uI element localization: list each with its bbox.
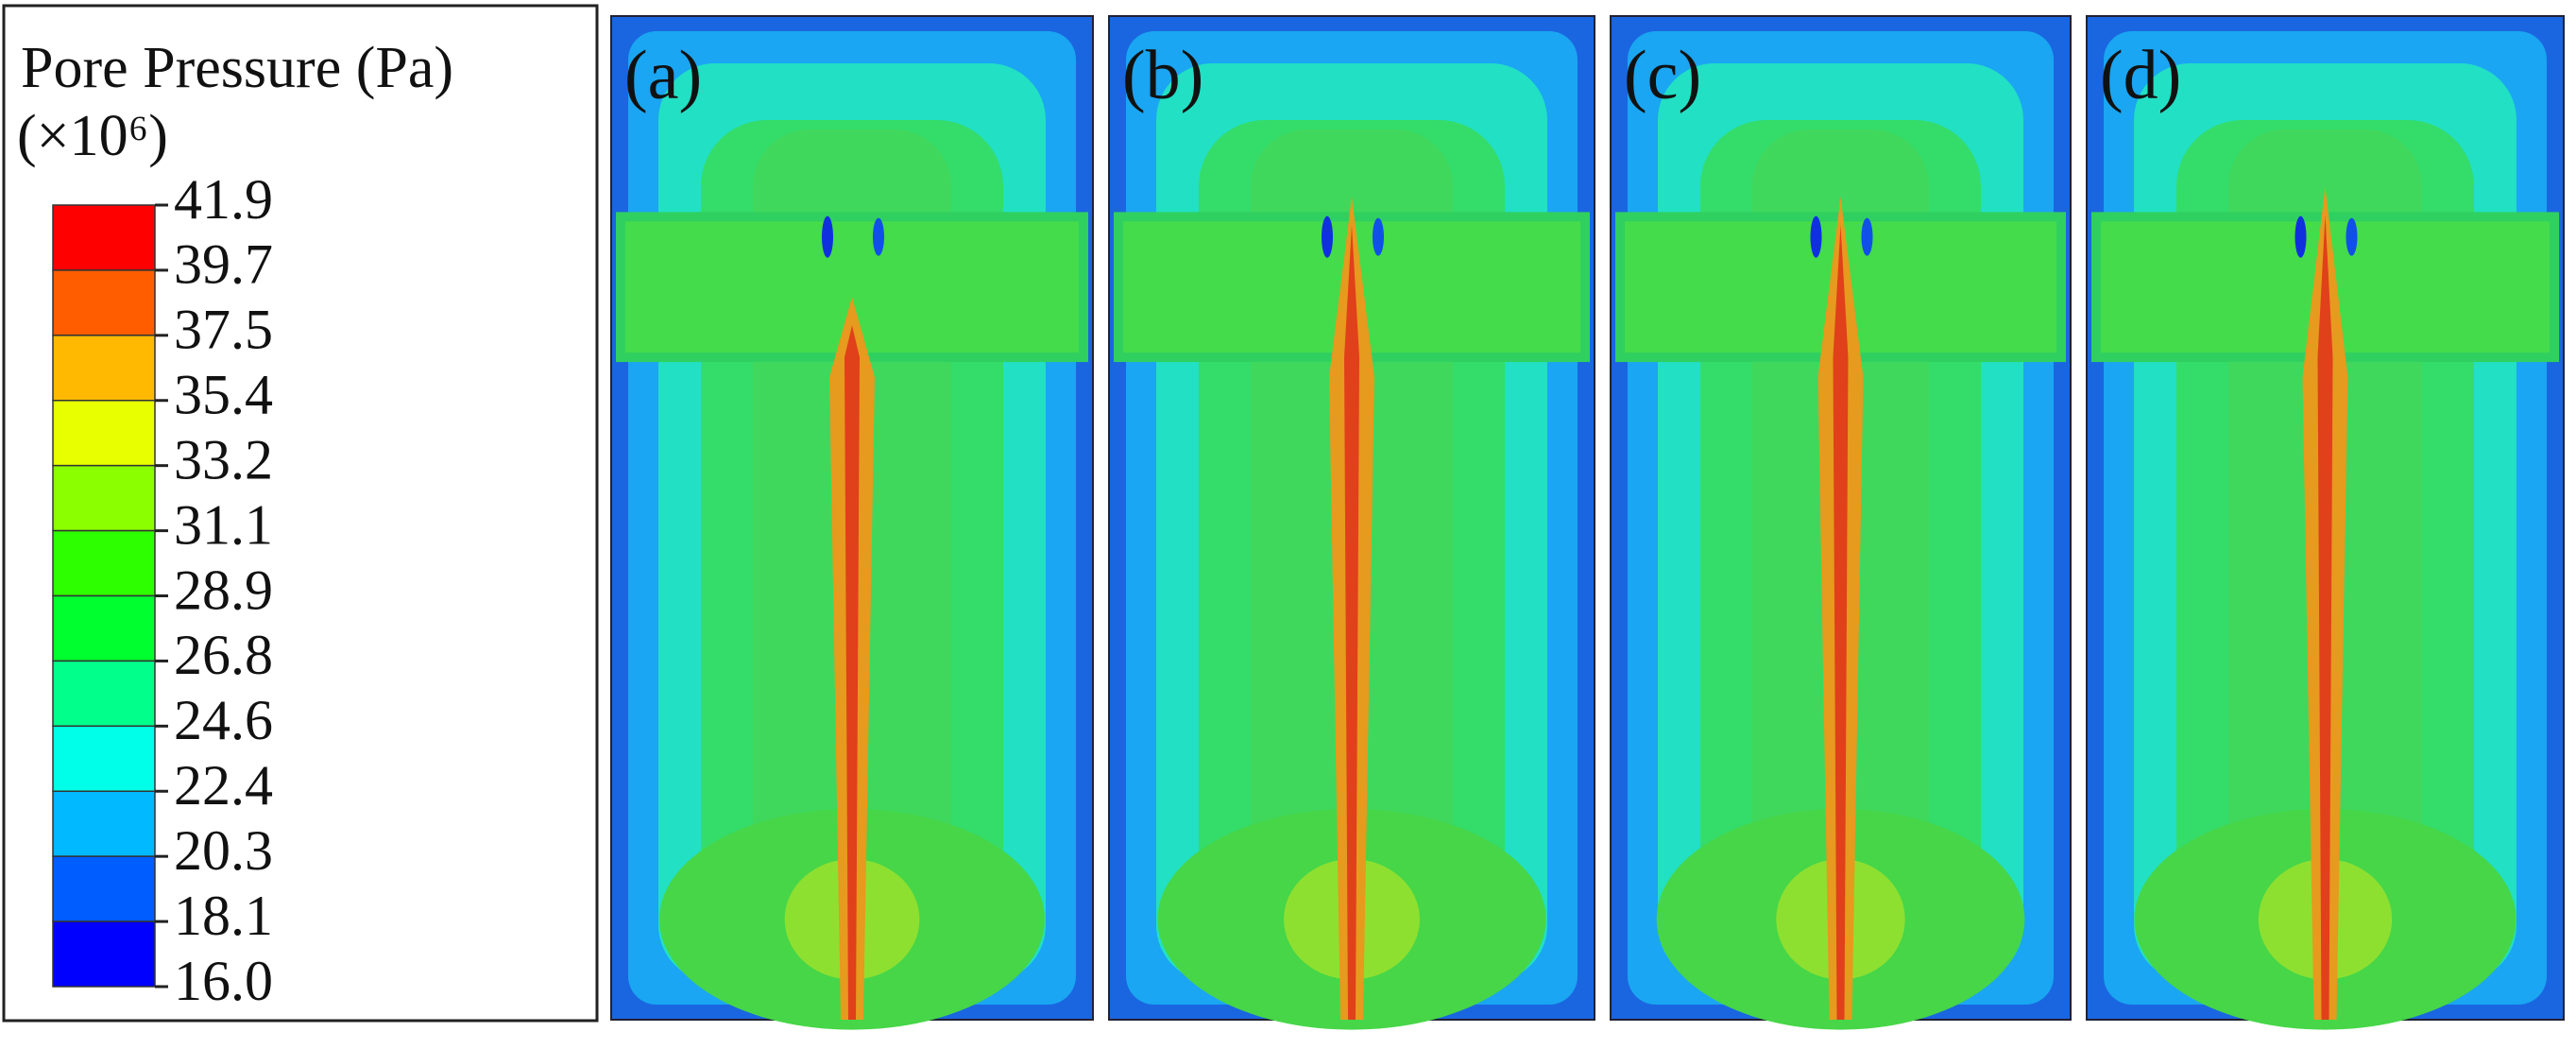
tick-label: 41.9	[174, 168, 273, 231]
legend-title: Pore Pressure (Pa)	[21, 36, 453, 100]
tick-label: 28.9	[174, 559, 273, 621]
low-pressure-spot	[1322, 215, 1333, 258]
contour-panel: (b)	[1108, 15, 1595, 1030]
color-band	[52, 464, 156, 532]
color-band	[52, 269, 156, 336]
fracture-core	[844, 325, 860, 1020]
tick-label: 39.7	[174, 233, 273, 296]
tick-label: 18.1	[174, 885, 273, 947]
tick-label: 26.8	[174, 624, 273, 686]
color-band	[52, 725, 156, 792]
fracture-core	[1344, 225, 1359, 1020]
tick-label: 33.2	[174, 428, 273, 490]
contour-panel: (a)	[610, 15, 1094, 1030]
low-pressure-spot	[2295, 215, 2307, 258]
tick-label: 24.6	[174, 689, 273, 751]
tick-label: 35.4	[174, 364, 273, 426]
low-pressure-spot	[873, 217, 884, 256]
color-band	[52, 790, 156, 857]
color-band	[52, 400, 156, 467]
contour-panel: (c)	[1610, 15, 2072, 1030]
panel-label: (b)	[1122, 37, 1203, 114]
low-pressure-spot	[1810, 215, 1822, 258]
fracture-core	[2317, 215, 2333, 1021]
contour-panel: (d)	[2086, 15, 2565, 1030]
color-band	[52, 660, 156, 728]
color-band	[52, 529, 156, 597]
legend-scale: (×10⁶)	[17, 104, 168, 168]
panel-label: (d)	[2100, 37, 2181, 114]
low-pressure-spot	[1861, 217, 1873, 256]
tick-label: 31.1	[174, 493, 273, 556]
tick-label: 37.5	[174, 299, 273, 361]
tick-label: 16.0	[174, 950, 273, 1012]
color-band	[52, 920, 156, 988]
low-pressure-spot	[822, 215, 833, 258]
tick-label: 22.4	[174, 754, 273, 817]
low-pressure-spot	[1373, 217, 1384, 256]
panel-label: (c)	[1624, 37, 1701, 114]
low-pressure-spot	[2346, 217, 2358, 256]
panel-label: (a)	[624, 37, 702, 114]
color-band	[52, 335, 156, 402]
fracture-core	[1833, 225, 1849, 1020]
color-band	[52, 204, 156, 271]
tick-label: 20.3	[174, 819, 273, 882]
color-band	[52, 855, 156, 922]
color-band	[52, 594, 156, 662]
